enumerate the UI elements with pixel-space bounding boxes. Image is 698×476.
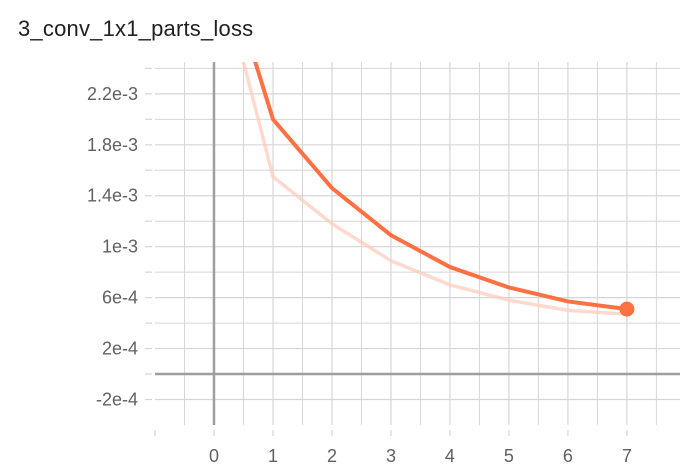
y-tick-label: 1.8e-3: [87, 135, 138, 155]
x-tick-label: 0: [209, 446, 219, 466]
y-tick-label: 1.4e-3: [87, 186, 138, 206]
y-tick-label: 1e-3: [102, 237, 138, 257]
x-tick-label: 6: [563, 446, 573, 466]
y-tick-label: 6e-4: [102, 288, 138, 308]
chart-title: 3_conv_1x1_parts_loss: [18, 16, 254, 41]
axis-layer: [145, 62, 680, 436]
series-layer: [241, 62, 635, 317]
last-point-marker: [619, 301, 635, 317]
x-tick-label: 2: [327, 446, 337, 466]
x-tick-label: 4: [445, 446, 455, 466]
raw-series-line: [241, 62, 629, 316]
x-tick-label: 1: [268, 446, 278, 466]
y-tick-label: 2.2e-3: [87, 84, 138, 104]
smoothed-series-line: [253, 62, 629, 312]
grid-layer: [155, 62, 680, 425]
x-tick-label: 5: [504, 446, 514, 466]
y-tick-label: 2e-4: [102, 339, 138, 359]
y-tick-label: -2e-4: [96, 390, 138, 410]
x-tick-label: 7: [622, 446, 632, 466]
x-tick-label: 3: [386, 446, 396, 466]
tick-label-layer: 0 1 2 3 4 5 6 7 -2e-4 2e-4 6e-4 1e-3 1.4e-3 1.8e-3 2.2…: [87, 84, 632, 466]
